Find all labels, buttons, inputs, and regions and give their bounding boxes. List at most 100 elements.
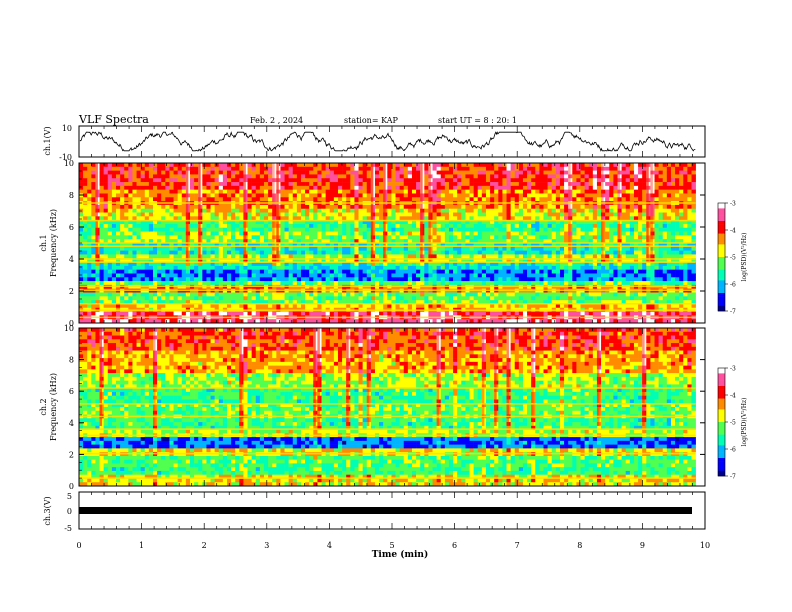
spectrogram-cell [128,163,133,168]
spectrogram-cell [485,166,491,171]
spectrogram-cell [251,239,257,244]
spectrogram-cell [91,250,96,255]
spectrogram-cell [177,265,183,270]
spectrogram-cell [95,277,100,282]
spectrogram-cell [453,163,458,168]
spectrogram-cell [120,243,125,248]
spectrogram-cell [83,204,88,210]
spectrogram-cell [292,216,298,221]
spectrogram-cell [670,216,676,221]
spectrogram-cell [148,178,154,183]
spectrogram-cell [625,193,631,198]
spectrogram-cell [518,193,524,198]
spectrogram-cell [592,182,598,187]
spectrogram-cell [280,204,285,210]
spectrogram-cell [613,262,618,267]
spectrogram-cell [194,197,199,202]
spectrogram-cell [268,189,273,194]
ch1-ytick-top: 10 [62,124,72,133]
spectrogram-cell [601,235,606,240]
spectrogram-cell [313,250,318,255]
spectrogram-cell [490,281,495,286]
spectrogram-cell [646,265,651,270]
spectrogram-cell [111,262,117,267]
spectrogram-cell [272,231,277,236]
spectrogram-cell [210,182,215,187]
spectrogram-cell [432,239,437,244]
spectrogram-cell [300,163,306,168]
spectrogram-cell [481,193,487,198]
spectrogram-cell [617,231,622,236]
spectrogram-cell [79,216,84,221]
spectrogram-cell [325,212,331,217]
spectrogram-cell [473,185,479,190]
spectrogram-cell [670,212,676,217]
spectrogram-cell [305,273,310,278]
spectrogram-cell [510,197,516,202]
spectrogram-cell [506,281,511,286]
spectrogram-cell [202,227,207,232]
spectrogram-cell [132,189,137,194]
spectrogram-cell [103,204,109,210]
spectrogram-cell [444,178,450,183]
spectrogram-cell [317,174,322,179]
spectrogram-cell [157,254,162,259]
spectrogram-cell [436,265,442,270]
spectrogram-cell [675,281,680,286]
spectrogram-cell [490,174,495,179]
spectrogram-cell [432,170,437,175]
spectrogram-cell [666,254,672,259]
spectrogram-cell [329,185,335,190]
spectrogram-cell [107,227,113,232]
spectrogram-cell [231,163,236,168]
spectrogram-cell [342,269,347,274]
spectrogram-cell [284,243,289,248]
spectrogram-cell [411,197,417,202]
spectrogram-cell [399,216,405,221]
spectrogram-cell [280,239,285,244]
spectrogram-cell [683,163,688,168]
spectrogram-cell [473,174,479,179]
spectrogram-cell [609,277,614,282]
spectrogram-cell [420,269,425,274]
spectrogram-cell [633,182,639,187]
spectrogram-cell [547,185,553,190]
spectrogram-cell [428,262,433,267]
spectrogram-cell [313,170,318,175]
spectrogram-cell [317,189,322,194]
spectrogram-cell [325,258,331,263]
spectrogram-cell [235,182,240,187]
spectrogram-cell [296,182,302,187]
spectrogram-cell [124,178,129,183]
spectrogram-cell [403,243,409,248]
spectrogram-cell [506,174,511,179]
spectrogram-cell [161,239,166,244]
spectrogram-cell [580,212,585,217]
spectrogram-cell [596,231,602,236]
spectrogram-cell [99,170,104,175]
spectrogram-cell [527,277,532,282]
spectrogram-cell [625,262,631,267]
spectrogram-cell [601,166,606,171]
spectrogram-cell [358,273,363,278]
spectrogram-cell [428,258,433,263]
spectrogram-cell [621,254,627,259]
spectrogram-cell [485,170,491,175]
spectrogram-cell [313,174,318,179]
spectrogram-cell [675,250,680,255]
spectrogram-cell [650,212,655,217]
spectrogram-cell [272,223,277,229]
spectrogram-cell [144,273,150,278]
spectrogram-cell [218,189,224,194]
spectrogram-cell [395,166,400,171]
spectrogram-cell [83,269,88,274]
spectrogram-cell [506,231,511,236]
spectrogram-cell [300,258,306,263]
spectrogram-cell [481,212,487,217]
spectrogram-cell [453,227,458,232]
spectrogram-cell [165,193,170,198]
spectrogram-cell [194,243,199,248]
spectrogram-cell [276,273,281,278]
spectrogram-cell [646,277,651,282]
spectrogram-cell [531,254,536,259]
